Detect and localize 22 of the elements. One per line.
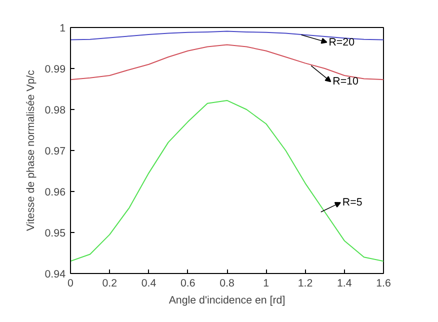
y-tick-label: 1 (60, 22, 66, 34)
x-axis-title: Angle d'incidence en [rd] (168, 294, 286, 306)
y-tick-label: 0.96 (44, 186, 66, 198)
x-tick-label: 1.6 (376, 278, 391, 290)
x-tick-label: 0.2 (102, 278, 118, 290)
line-series (70, 100, 384, 262)
x-tick-label: 1.2 (298, 278, 313, 290)
y-tick-label: 0.94 (44, 268, 66, 280)
annotation: R=20 (328, 36, 355, 48)
x-tick-label: 0.6 (180, 278, 196, 290)
y-tick-label: 0.98 (44, 104, 66, 116)
y-tick-label: 0.99 (44, 64, 66, 76)
y-tick-label: 0.97 (44, 146, 66, 158)
x-tick-label: 1.4 (336, 278, 352, 290)
x-tick-label: 0 (68, 278, 74, 290)
annotation: R=10 (332, 76, 358, 88)
y-tick-label: 0.95 (44, 228, 66, 240)
x-tick-label: 1 (263, 278, 270, 290)
y-axis-title: Vitesse de phase normalisée Vp/c (24, 69, 37, 231)
x-tick-label: 0.8 (220, 278, 234, 290)
annotation: R=5 (342, 196, 362, 209)
x-tick-label: 0.4 (141, 278, 156, 290)
